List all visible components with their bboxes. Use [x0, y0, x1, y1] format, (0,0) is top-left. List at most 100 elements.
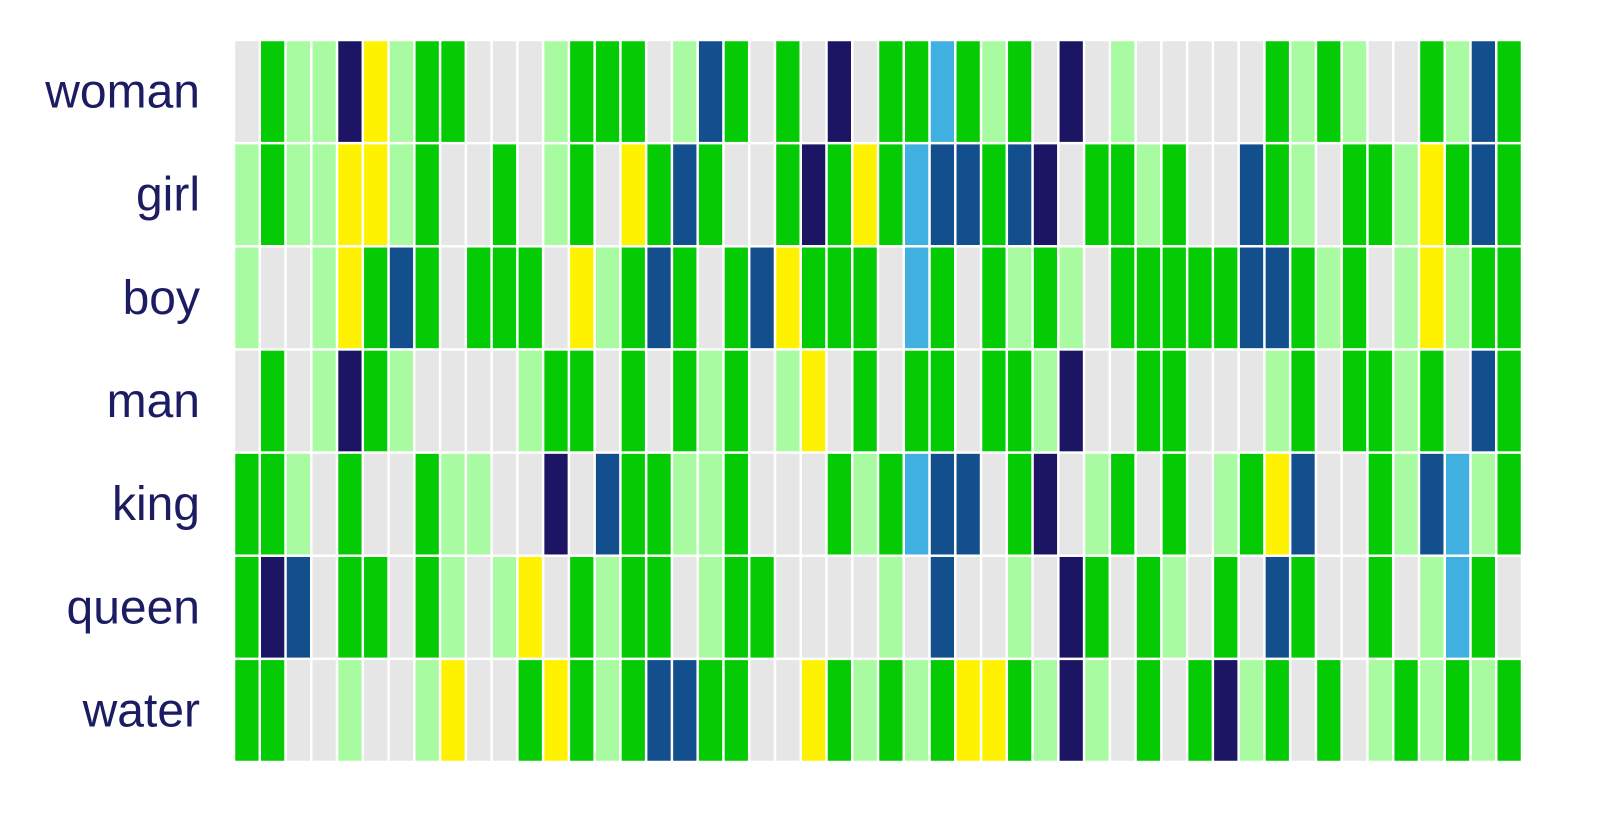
heatmap-cell: [647, 556, 671, 658]
heatmap-cell: [235, 350, 259, 452]
heatmap-cell: [441, 660, 465, 761]
heatmap-cell: [1059, 556, 1083, 658]
heatmap-cell: [1239, 660, 1264, 761]
heatmap-cell: [673, 247, 697, 349]
heatmap-cell: [750, 556, 774, 658]
heatmap-cell: [776, 350, 800, 452]
heatmap-cell: [492, 453, 517, 555]
heatmap-cell: [1188, 350, 1212, 452]
heatmap-cell: [1033, 660, 1058, 761]
heatmap-cell: [261, 556, 285, 658]
heatmap-cell: [1239, 453, 1264, 555]
heatmap-cell: [776, 247, 800, 349]
heatmap-cell: [1471, 660, 1495, 761]
heatmap-cell: [1445, 350, 1470, 452]
heatmap-cell: [389, 350, 414, 452]
heatmap-cell: [698, 453, 723, 555]
heatmap-cell: [1291, 247, 1315, 349]
heatmap-cell: [1497, 660, 1521, 761]
heatmap-cell: [1497, 41, 1521, 142]
heatmap-cell: [1497, 453, 1521, 555]
heatmap-cell: [415, 660, 439, 761]
heatmap-cell: [338, 350, 362, 452]
heatmap-cell: [286, 41, 311, 142]
heatmap-cell: [467, 556, 491, 658]
heatmap-cell: [1239, 350, 1264, 452]
heatmap-cell: [1111, 350, 1135, 452]
heatmap-cell: [1085, 247, 1109, 349]
heatmap-cell: [1214, 453, 1238, 555]
heatmap-cell: [286, 247, 311, 349]
heatmap-cell: [492, 556, 517, 658]
heatmap-cell: [1214, 247, 1238, 349]
heatmap-cell: [338, 660, 362, 761]
heatmap-cell: [261, 350, 285, 452]
heatmap-cell: [544, 350, 568, 452]
heatmap-cell: [1162, 350, 1186, 452]
heatmap-cell: [1471, 556, 1495, 658]
heatmap-cell: [853, 144, 877, 246]
heatmap-cell: [1136, 556, 1161, 658]
heatmap-cell: [1111, 453, 1135, 555]
heatmap-cell: [698, 350, 723, 452]
heatmap-cell: [1317, 556, 1341, 658]
heatmap-cell: [312, 247, 336, 349]
heatmap-cell: [570, 350, 594, 452]
heatmap-cell: [930, 453, 955, 555]
heatmap-cell: [1214, 350, 1238, 452]
heatmap-cell: [544, 660, 568, 761]
heatmap-cell: [492, 350, 517, 452]
heatmap-cell: [1342, 660, 1367, 761]
heatmap-cell: [1239, 247, 1264, 349]
heatmap-cell: [389, 247, 414, 349]
heatmap-cell: [1059, 350, 1083, 452]
heatmap-cell: [1368, 350, 1392, 452]
heatmap-cell: [776, 41, 800, 142]
heatmap-cell: [956, 350, 980, 452]
heatmap-cell: [1420, 453, 1444, 555]
heatmap-cell: [570, 247, 594, 349]
heatmap-cell: [1394, 350, 1418, 452]
heatmap-cell: [1497, 247, 1521, 349]
heatmap-cell: [1445, 41, 1470, 142]
heatmap-cell: [698, 41, 723, 142]
heatmap-cell: [801, 144, 826, 246]
heatmap-cell: [1420, 556, 1444, 658]
heatmap-cell: [1471, 247, 1495, 349]
heatmap-cell: [750, 453, 774, 555]
heatmap-cell: [1085, 41, 1109, 142]
heatmap-cell: [286, 350, 311, 452]
heatmap-cell: [415, 453, 439, 555]
heatmap-cell: [776, 144, 800, 246]
heatmap-cell: [441, 556, 465, 658]
heatmap-cell: [544, 144, 568, 246]
heatmap-cell: [905, 247, 929, 349]
heatmap-cell: [698, 247, 723, 349]
heatmap-cell: [1214, 556, 1238, 658]
heatmap-cell: [312, 41, 336, 142]
heatmap-cell: [261, 41, 285, 142]
heatmap-cell: [1162, 247, 1186, 349]
heatmap-cell: [621, 144, 645, 246]
heatmap-cell: [1085, 144, 1109, 246]
heatmap-cell: [1136, 453, 1161, 555]
heatmap-cell: [801, 247, 826, 349]
heatmap-cell: [389, 556, 414, 658]
heatmap-cell: [1265, 41, 1289, 142]
heatmap-cell: [570, 41, 594, 142]
heatmap-cell: [1368, 144, 1392, 246]
heatmap-cell: [467, 41, 491, 142]
heatmap-cell: [1008, 144, 1032, 246]
row-label-girl: girl: [136, 169, 200, 222]
heatmap-cell: [415, 144, 439, 246]
heatmap-cell: [1497, 144, 1521, 246]
heatmap-cell: [1033, 247, 1058, 349]
heatmap-cell: [879, 247, 903, 349]
heatmap-cell: [698, 556, 723, 658]
heatmap-cell: [724, 350, 748, 452]
heatmap-cell: [750, 350, 774, 452]
heatmap-cell: [467, 247, 491, 349]
heatmap-cell: [518, 556, 542, 658]
row-label-boy: boy: [123, 272, 200, 325]
